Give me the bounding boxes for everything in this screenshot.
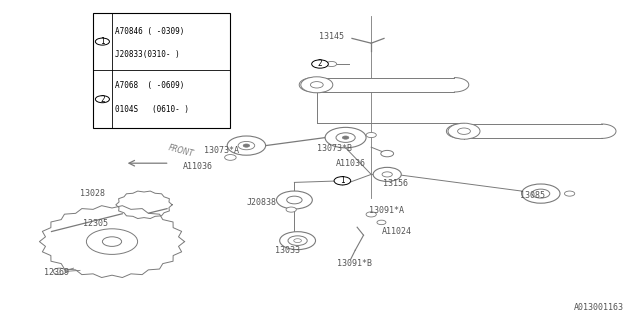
Circle shape — [53, 268, 66, 275]
Text: 13091*A: 13091*A — [369, 206, 404, 215]
Text: 13073*B: 13073*B — [317, 144, 352, 153]
Circle shape — [294, 239, 301, 243]
Circle shape — [95, 38, 109, 45]
Circle shape — [342, 136, 349, 139]
Text: A70846 ( -0309): A70846 ( -0309) — [115, 27, 184, 36]
Circle shape — [564, 191, 575, 196]
Text: 13091*B: 13091*B — [337, 259, 372, 268]
Text: 1: 1 — [340, 176, 345, 185]
Text: 0104S   (0610- ): 0104S (0610- ) — [115, 105, 189, 114]
Circle shape — [312, 60, 328, 68]
Circle shape — [532, 189, 550, 198]
Circle shape — [366, 212, 376, 217]
Polygon shape — [314, 78, 454, 92]
Circle shape — [227, 136, 266, 155]
FancyBboxPatch shape — [93, 13, 230, 128]
Text: 13085: 13085 — [520, 191, 545, 200]
Text: A11036: A11036 — [336, 159, 366, 168]
Circle shape — [225, 155, 236, 160]
Text: J20838: J20838 — [246, 198, 276, 207]
Text: 13033: 13033 — [275, 246, 300, 255]
Text: 13073*A: 13073*A — [204, 146, 239, 155]
Circle shape — [336, 133, 355, 142]
Circle shape — [448, 123, 480, 139]
Circle shape — [382, 172, 392, 177]
Circle shape — [325, 127, 366, 148]
Circle shape — [310, 82, 323, 88]
Text: 13145: 13145 — [319, 32, 344, 41]
Text: A013001163: A013001163 — [574, 303, 624, 312]
Text: A11036: A11036 — [183, 162, 213, 171]
Text: 2: 2 — [317, 60, 323, 68]
Circle shape — [522, 184, 560, 203]
Circle shape — [243, 144, 250, 147]
Text: A11024: A11024 — [381, 227, 412, 236]
Text: 12305: 12305 — [83, 219, 108, 228]
Text: 13156: 13156 — [383, 179, 408, 188]
Circle shape — [381, 150, 394, 157]
Polygon shape — [461, 124, 602, 138]
Text: 12369: 12369 — [44, 268, 68, 277]
Circle shape — [238, 141, 255, 150]
Circle shape — [102, 237, 122, 246]
Circle shape — [373, 167, 401, 181]
Text: A7068  ( -0609): A7068 ( -0609) — [115, 81, 184, 90]
Circle shape — [280, 232, 316, 250]
Circle shape — [334, 177, 351, 185]
Circle shape — [286, 207, 296, 212]
Circle shape — [377, 220, 386, 225]
Text: 1: 1 — [100, 37, 105, 46]
Circle shape — [95, 96, 109, 103]
Text: J20833(0310- ): J20833(0310- ) — [115, 50, 179, 59]
Circle shape — [276, 191, 312, 209]
Circle shape — [86, 229, 138, 254]
Text: 2: 2 — [100, 95, 105, 104]
Circle shape — [326, 61, 337, 67]
Circle shape — [366, 132, 376, 138]
Text: FRONT: FRONT — [168, 143, 195, 159]
Circle shape — [458, 128, 470, 134]
Circle shape — [288, 236, 307, 245]
Text: 13028: 13028 — [80, 189, 105, 198]
Circle shape — [301, 77, 333, 93]
Circle shape — [287, 196, 302, 204]
